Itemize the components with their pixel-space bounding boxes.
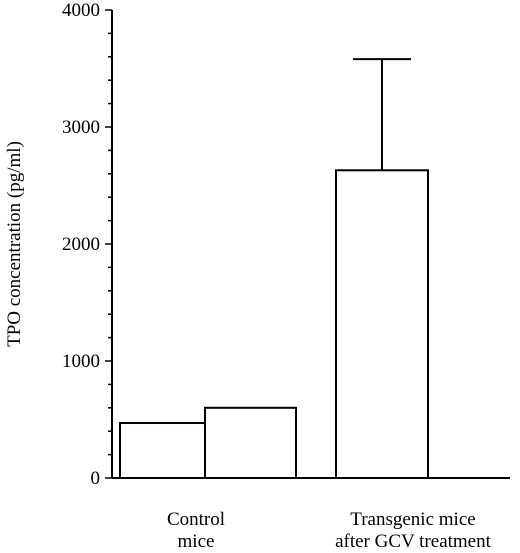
bar: [204, 406, 297, 479]
y-tick-label: 1000: [62, 351, 100, 372]
y-tick-label: 4000: [62, 0, 100, 21]
category-label: Control: [167, 509, 225, 530]
category-label: after GCV treatment: [335, 531, 492, 552]
bars: [119, 169, 429, 480]
y-tick-label: 2000: [62, 234, 100, 255]
bar: [119, 422, 206, 480]
y-tick-label: 3000: [62, 117, 100, 138]
error-bars: [353, 58, 411, 171]
category-label: Transgenic mice: [350, 509, 475, 530]
y-axis-title: TPO concentration (pg/ml): [4, 141, 25, 347]
bar: [335, 169, 429, 479]
y-tick-label: 0: [91, 468, 101, 489]
category-label: mice: [178, 531, 215, 552]
y-axis-ticks: 0 1000 2000 3000 4000: [62, 0, 112, 489]
